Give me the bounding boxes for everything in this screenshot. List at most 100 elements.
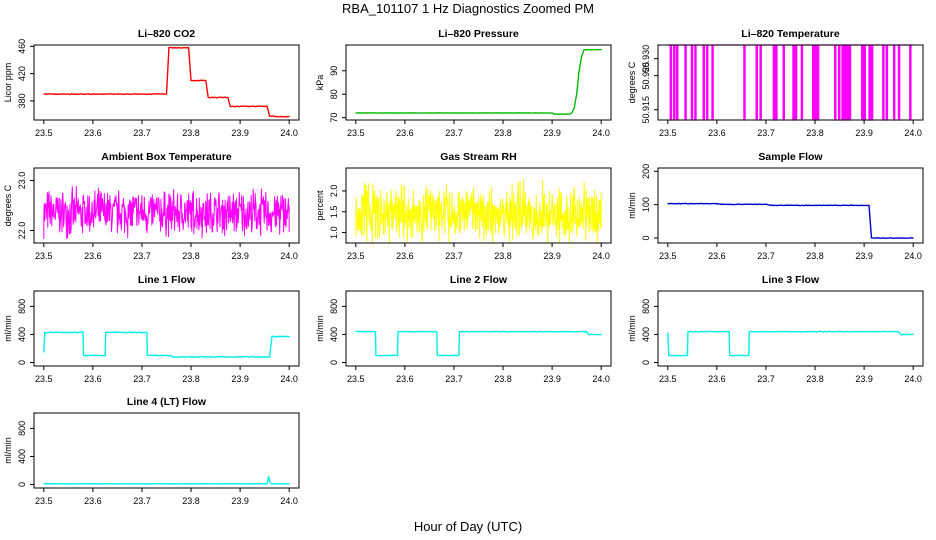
y-tick-label: 400 (641, 327, 651, 342)
x-tick-label: 24.0 (280, 251, 298, 261)
x-tick-label: 23.6 (396, 251, 414, 261)
y-tick-label: 0 (641, 360, 651, 365)
y-tick-label: 460 (17, 39, 27, 54)
x-tick-label: 23.7 (133, 128, 151, 138)
y-tick-label: 50.915 (641, 96, 651, 124)
x-tick-label: 24.0 (592, 374, 610, 384)
x-tick-label: 23.9 (231, 128, 249, 138)
x-tick-label: 23.9 (855, 251, 873, 261)
x-tick-label: 23.7 (757, 128, 775, 138)
x-tick-label: 23.7 (445, 374, 463, 384)
y-tick-label: 0 (329, 360, 339, 365)
x-tick-label: 23.5 (35, 128, 53, 138)
x-tick-label: 23.5 (659, 128, 677, 138)
plot-frame (345, 167, 612, 244)
panel-line1: Line 1 Flow 23.5 23.6 23.7 23.8 23.9 24.0 0 400 8… (3, 274, 300, 384)
y-tick-label: 400 (17, 449, 27, 464)
y-tick-label: 380 (17, 93, 27, 108)
series-line (355, 330, 602, 357)
y-tick-label: 800 (329, 299, 339, 314)
x-tick-label: 23.8 (806, 374, 824, 384)
x-tick-label: 23.5 (35, 374, 53, 384)
figure-title: RBA_101107 1 Hz Diagnostics Zoomed PM (342, 1, 594, 16)
y-tick-label: 80 (329, 89, 339, 99)
y-axis-label: ml/min (315, 315, 325, 342)
x-tick-label: 23.8 (182, 128, 200, 138)
y-tick-label: 420 (17, 66, 27, 81)
plot-frame (657, 167, 924, 244)
y-tick-label: 800 (641, 299, 651, 314)
panel-grid: Li–820 CO2 23.5 23.6 23.7 23.8 23.9 24.0 380 420… (3, 28, 924, 506)
y-tick-label: 0 (17, 482, 27, 487)
panel-title: Li–820 Pressure (438, 28, 519, 40)
x-tick-label: 23.6 (84, 496, 102, 506)
x-tick-label: 24.0 (280, 496, 298, 506)
series-line (667, 44, 914, 121)
x-tick-label: 23.8 (182, 251, 200, 261)
x-tick-label: 23.9 (231, 496, 249, 506)
y-axis-label: Licor ppm (3, 63, 13, 103)
x-tick-label: 23.6 (84, 128, 102, 138)
y-tick-label: 50.930 (641, 45, 651, 73)
x-tick-label: 23.5 (35, 251, 53, 261)
plot-frame (33, 44, 300, 121)
series-line (43, 331, 290, 358)
x-tick-label: 23.8 (806, 128, 824, 138)
x-tick-label: 23.5 (347, 128, 365, 138)
y-tick-label: 100 (641, 197, 651, 212)
x-tick-label: 23.8 (494, 128, 512, 138)
x-tick-label: 23.7 (445, 251, 463, 261)
x-tick-label: 23.6 (396, 374, 414, 384)
y-tick-label: 23.0 (17, 172, 27, 190)
panel-line3: Line 3 Flow 23.5 23.6 23.7 23.8 23.9 24.0 0 400 8… (627, 274, 924, 384)
plot-frame (657, 44, 924, 121)
panel-title: Sample Flow (758, 151, 823, 163)
y-tick-label: 50.925 (641, 62, 651, 90)
x-tick-label: 23.5 (347, 251, 365, 261)
figure-x-axis-label: Hour of Day (UTC) (414, 519, 522, 534)
panel-ambient: Ambient Box Temperature 23.5 23.6 23.7 23.8 2… (3, 151, 300, 261)
y-tick-label: 70 (329, 113, 339, 123)
x-tick-label: 23.5 (659, 374, 677, 384)
panel-title: Li–820 Temperature (741, 28, 840, 40)
x-tick-label: 23.5 (35, 496, 53, 506)
series-line (43, 46, 290, 118)
series-line (43, 476, 290, 485)
x-tick-label: 23.6 (84, 251, 102, 261)
x-tick-label: 24.0 (592, 128, 610, 138)
x-tick-label: 23.9 (543, 128, 561, 138)
x-tick-label: 23.9 (855, 128, 873, 138)
x-tick-label: 23.6 (708, 128, 726, 138)
y-axis-label: kPa (315, 75, 325, 91)
x-tick-label: 23.7 (445, 128, 463, 138)
y-tick-label: 1.5 (329, 205, 339, 218)
panel-title: Gas Stream RH (440, 151, 516, 163)
y-tick-label: 400 (329, 327, 339, 342)
x-tick-label: 23.7 (133, 496, 151, 506)
series-line (667, 330, 914, 357)
y-axis-label: degrees C (3, 184, 13, 226)
x-tick-label: 24.0 (904, 128, 922, 138)
series-line (667, 202, 914, 239)
panel-title: Line 2 Flow (450, 274, 508, 286)
x-tick-label: 23.7 (133, 374, 151, 384)
x-tick-label: 23.6 (708, 251, 726, 261)
x-tick-label: 23.7 (757, 251, 775, 261)
x-tick-label: 23.9 (231, 251, 249, 261)
plot-frame (33, 290, 300, 367)
x-tick-label: 24.0 (904, 251, 922, 261)
x-tick-label: 23.5 (659, 251, 677, 261)
x-tick-label: 23.6 (396, 128, 414, 138)
x-tick-label: 24.0 (280, 374, 298, 384)
y-tick-label: 800 (17, 299, 27, 314)
x-tick-label: 23.7 (757, 374, 775, 384)
y-tick-label: 1.0 (329, 226, 339, 239)
panel-title: Ambient Box Temperature (101, 151, 232, 163)
panel-line4: Line 4 (LT) Flow 23.5 23.6 23.7 23.8 23.9 24.0… (3, 396, 300, 506)
panel-title: Line 1 Flow (138, 274, 196, 286)
panel-title: Li–820 CO2 (138, 28, 195, 40)
y-tick-label: 0 (641, 235, 651, 240)
y-axis-label: degrees C (627, 61, 637, 103)
x-tick-label: 23.6 (84, 374, 102, 384)
